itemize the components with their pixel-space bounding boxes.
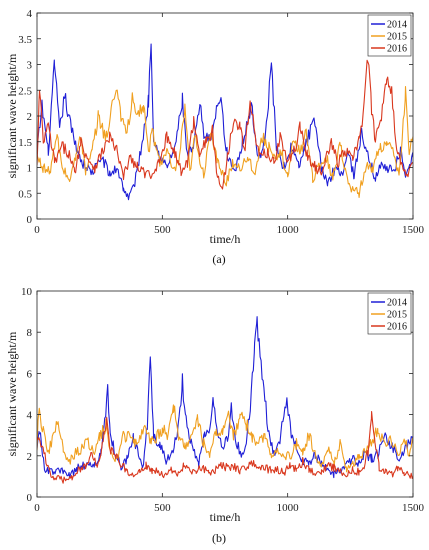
- legend-label-2014: 2014: [387, 298, 407, 309]
- series-line-2014: [37, 316, 413, 479]
- series-line-2015: [37, 86, 413, 198]
- series-line-2015: [37, 404, 413, 473]
- chart-panel-a: 0 500 1000 1500 0 0.5 1 1.5 2 2.5 3 3.5 4 time/h signi…: [5, 8, 425, 266]
- x-tick-label: 1500: [402, 224, 425, 236]
- plot-frame: [36, 290, 414, 498]
- y-tick-label: 3: [27, 60, 33, 72]
- y-tick-label: 1.5: [18, 137, 32, 149]
- y-tick-label: 4: [27, 8, 33, 20]
- y-tick-label: 2: [27, 111, 33, 123]
- y-tick-label: 2.5: [18, 85, 32, 97]
- y-axis-label: significant wave height/m: [5, 331, 19, 456]
- chart-panel-b: 0 500 1000 1500 0 2 4 6 8 10 time/h significant wav…: [5, 286, 425, 545]
- x-tick-label: 0: [34, 224, 40, 236]
- y-tick-label: 1: [27, 163, 33, 175]
- legend-label-2014: 2014: [387, 20, 407, 31]
- series-line-2016: [37, 59, 413, 190]
- y-tick-label: 6: [27, 368, 33, 380]
- legend-label-2015: 2015: [387, 32, 407, 43]
- legend-label-2015: 2015: [387, 310, 407, 321]
- x-axis-label: time/h: [210, 232, 241, 246]
- x-axis-label: time/h: [210, 510, 241, 524]
- y-tick-label: 3.5: [18, 34, 32, 46]
- y-tick-label: 10: [21, 286, 33, 298]
- y-tick-label: 4: [27, 410, 33, 422]
- series-group: [37, 316, 413, 484]
- legend-label-2016: 2016: [387, 44, 407, 55]
- x-tick-label: 1000: [277, 502, 300, 514]
- y-tick-label: 2: [27, 451, 33, 463]
- panel-label: (a): [212, 252, 225, 266]
- legend-label-2016: 2016: [387, 322, 407, 333]
- y-tick-label: 0.5: [18, 188, 32, 200]
- x-tick-label: 500: [154, 224, 171, 236]
- x-tick-label: 0: [34, 502, 40, 514]
- series-group: [37, 43, 413, 201]
- x-tick-label: 500: [154, 502, 171, 514]
- y-axis-label: significant wave height/m: [5, 53, 19, 178]
- x-tick-label: 1500: [402, 502, 425, 514]
- y-tick-label: 0: [27, 492, 33, 504]
- series-line-2014: [37, 43, 413, 201]
- panel-label: (b): [212, 531, 226, 545]
- series-line-2016: [37, 411, 413, 484]
- y-tick-label: 8: [27, 327, 33, 339]
- x-tick-label: 1000: [277, 224, 300, 236]
- y-tick-label: 0: [27, 214, 33, 226]
